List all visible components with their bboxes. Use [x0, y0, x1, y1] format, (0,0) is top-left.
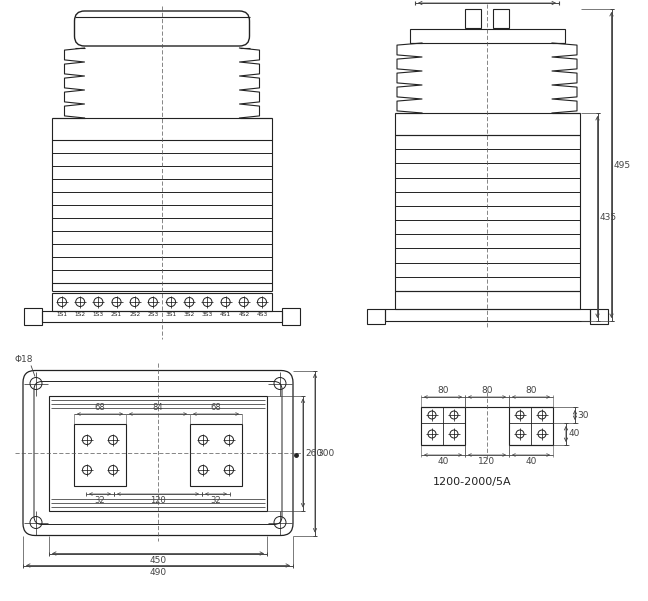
Bar	[410, 29, 564, 43]
Text: 300: 300	[318, 448, 335, 457]
Bar	[282, 308, 300, 325]
Text: 2S2: 2S2	[129, 313, 141, 317]
Text: 3S3: 3S3	[202, 313, 213, 317]
Bar	[367, 309, 384, 324]
Text: 32: 32	[211, 496, 222, 505]
Text: 1S2: 1S2	[75, 313, 86, 317]
Text: 450: 450	[150, 556, 167, 565]
Text: 495: 495	[614, 160, 631, 169]
Bar	[52, 293, 272, 311]
Bar	[190, 424, 242, 486]
Text: 3S1: 3S1	[165, 313, 177, 317]
Text: 435: 435	[600, 213, 617, 222]
Text: 80: 80	[526, 386, 537, 395]
Text: 40: 40	[568, 430, 580, 439]
Text: 80: 80	[481, 386, 492, 395]
Text: 68: 68	[211, 403, 222, 412]
Text: 4S3: 4S3	[257, 313, 268, 317]
Text: 2S1: 2S1	[111, 313, 122, 317]
Text: 1S1: 1S1	[56, 313, 67, 317]
Bar	[421, 407, 465, 445]
Bar	[49, 395, 267, 510]
Text: 260: 260	[305, 448, 323, 457]
Text: 68: 68	[95, 403, 106, 412]
Text: 32: 32	[95, 496, 106, 505]
Bar	[395, 291, 579, 309]
Text: 40: 40	[526, 457, 537, 466]
Bar	[509, 407, 553, 445]
Text: 2S3: 2S3	[147, 313, 159, 317]
Bar	[384, 309, 590, 321]
Text: 120: 120	[478, 457, 496, 466]
Text: 4S1: 4S1	[220, 313, 231, 317]
Text: 4S2: 4S2	[238, 313, 249, 317]
Text: 80: 80	[437, 386, 449, 395]
Text: 40: 40	[437, 457, 448, 466]
Bar	[465, 9, 481, 28]
Text: 30: 30	[577, 410, 589, 419]
Text: 1200-2000/5A: 1200-2000/5A	[433, 477, 511, 487]
Bar	[590, 309, 608, 324]
Text: 490: 490	[150, 568, 167, 577]
Text: 120: 120	[150, 496, 166, 505]
Bar	[24, 308, 42, 325]
Text: 84: 84	[153, 403, 163, 412]
Text: 3S2: 3S2	[183, 313, 195, 317]
Bar	[74, 424, 126, 486]
Bar	[493, 9, 509, 28]
Text: Φ18: Φ18	[15, 355, 33, 364]
Text: 1S3: 1S3	[93, 313, 104, 317]
Bar	[42, 311, 282, 322]
